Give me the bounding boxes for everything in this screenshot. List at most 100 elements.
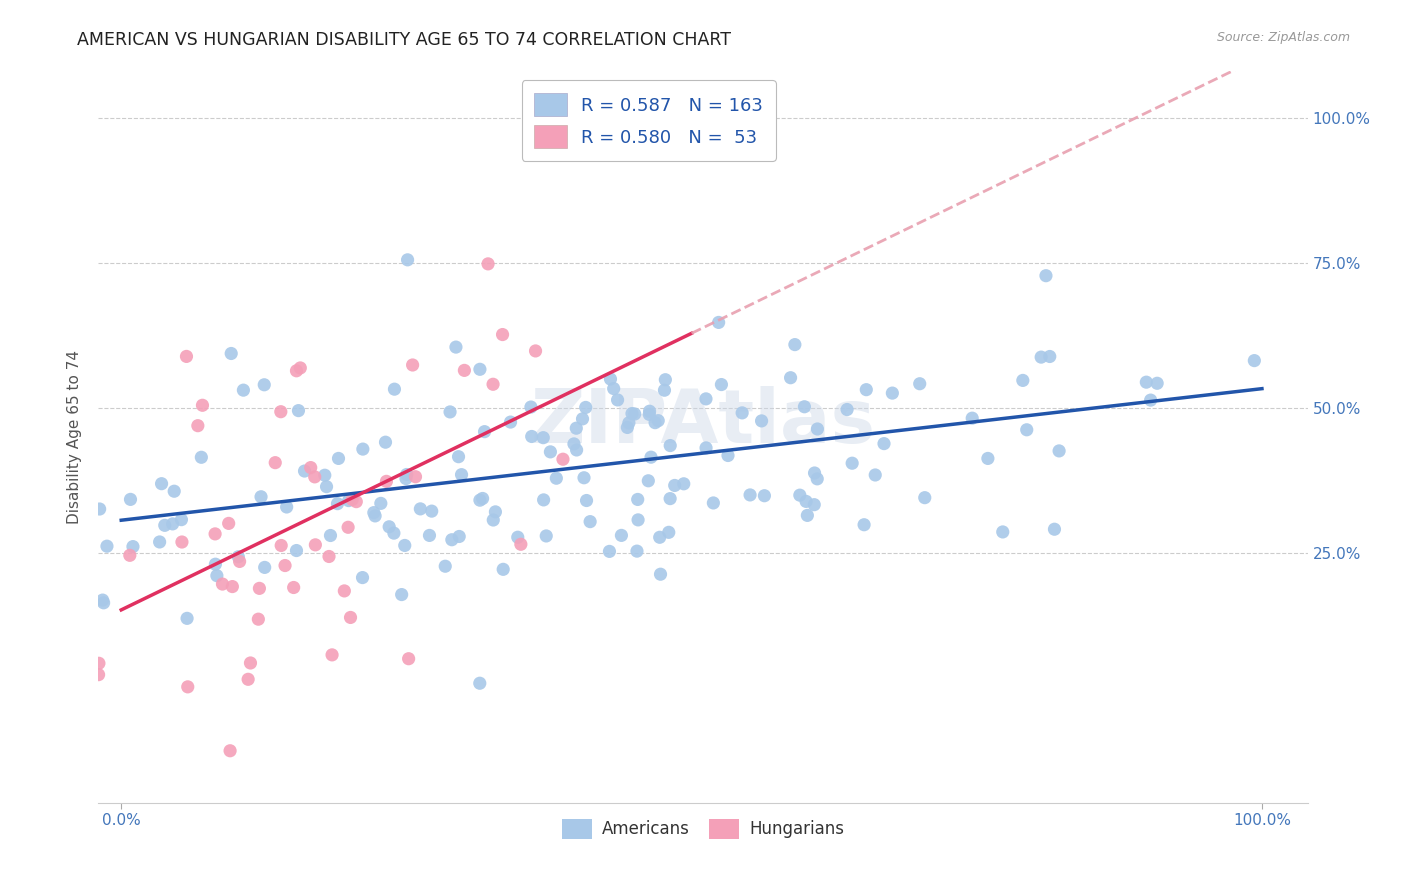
Point bbox=[337, 520, 360, 534]
Point bbox=[91, 593, 114, 607]
Point bbox=[977, 451, 1000, 466]
Point bbox=[401, 358, 423, 372]
Point bbox=[44, 698, 66, 712]
Point bbox=[1139, 393, 1161, 408]
Point bbox=[87, 667, 110, 681]
Point bbox=[236, 673, 259, 687]
Point bbox=[76, 506, 98, 520]
Point bbox=[648, 530, 671, 544]
Point bbox=[779, 370, 801, 384]
Point bbox=[118, 549, 141, 563]
Point bbox=[654, 373, 676, 387]
Point bbox=[344, 494, 367, 508]
Point bbox=[87, 657, 110, 671]
Point bbox=[754, 489, 776, 503]
Point bbox=[841, 456, 863, 470]
Point bbox=[228, 554, 250, 568]
Point bbox=[409, 501, 432, 516]
Point bbox=[806, 422, 828, 436]
Point bbox=[638, 404, 661, 418]
Point bbox=[471, 491, 494, 506]
Point bbox=[285, 543, 308, 558]
Point bbox=[640, 450, 662, 465]
Point bbox=[270, 405, 292, 419]
Point bbox=[783, 337, 806, 351]
Point bbox=[482, 377, 505, 392]
Point bbox=[453, 363, 475, 377]
Point bbox=[449, 529, 471, 543]
Point bbox=[149, 535, 172, 549]
Point bbox=[647, 414, 669, 428]
Point bbox=[218, 516, 240, 531]
Point bbox=[484, 505, 506, 519]
Point bbox=[49, 697, 72, 711]
Point bbox=[803, 466, 825, 480]
Point bbox=[468, 676, 491, 690]
Point bbox=[835, 402, 858, 417]
Point bbox=[11, 547, 34, 561]
Point bbox=[321, 648, 343, 662]
Point bbox=[610, 528, 633, 542]
Point bbox=[793, 400, 815, 414]
Point bbox=[48, 484, 70, 499]
Point bbox=[219, 346, 242, 360]
Point bbox=[352, 571, 374, 585]
Point bbox=[620, 407, 643, 421]
Point bbox=[914, 491, 936, 505]
Point bbox=[710, 377, 733, 392]
Point bbox=[796, 508, 818, 523]
Point bbox=[375, 475, 398, 489]
Point bbox=[707, 315, 730, 329]
Point bbox=[1243, 353, 1265, 368]
Point bbox=[378, 520, 401, 534]
Point bbox=[384, 382, 406, 396]
Point bbox=[363, 506, 385, 520]
Point bbox=[232, 383, 254, 397]
Point bbox=[644, 416, 666, 430]
Point bbox=[391, 588, 413, 602]
Point bbox=[79, 631, 101, 645]
Point bbox=[468, 493, 491, 508]
Point bbox=[1330, 346, 1353, 360]
Point bbox=[598, 544, 620, 558]
Point bbox=[247, 612, 270, 626]
Point bbox=[176, 611, 198, 625]
Point bbox=[315, 480, 337, 494]
Point bbox=[370, 496, 392, 510]
Point bbox=[565, 421, 588, 435]
Point bbox=[575, 401, 598, 415]
Point bbox=[394, 538, 416, 552]
Point bbox=[602, 382, 624, 396]
Point bbox=[352, 442, 374, 456]
Point bbox=[420, 504, 443, 518]
Point bbox=[319, 528, 342, 542]
Point bbox=[536, 529, 558, 543]
Point bbox=[672, 476, 695, 491]
Point bbox=[89, 502, 111, 516]
Point bbox=[211, 577, 233, 591]
Point bbox=[434, 559, 457, 574]
Point bbox=[873, 436, 896, 450]
Point bbox=[337, 493, 360, 508]
Point bbox=[509, 537, 531, 551]
Point bbox=[294, 464, 316, 478]
Point bbox=[364, 508, 387, 523]
Point bbox=[1039, 350, 1062, 364]
Point bbox=[695, 392, 717, 406]
Point bbox=[1035, 268, 1057, 283]
Point bbox=[650, 567, 672, 582]
Point bbox=[162, 516, 184, 531]
Point bbox=[623, 407, 645, 421]
Point bbox=[659, 439, 682, 453]
Point bbox=[794, 494, 817, 508]
Point bbox=[1011, 373, 1033, 387]
Point bbox=[499, 415, 522, 429]
Point bbox=[333, 583, 356, 598]
Point bbox=[270, 539, 292, 553]
Point bbox=[738, 488, 761, 502]
Point bbox=[803, 498, 825, 512]
Point bbox=[960, 411, 983, 425]
Point bbox=[396, 252, 419, 267]
Text: Source: ZipAtlas.com: Source: ZipAtlas.com bbox=[1216, 31, 1350, 45]
Point bbox=[253, 560, 276, 574]
